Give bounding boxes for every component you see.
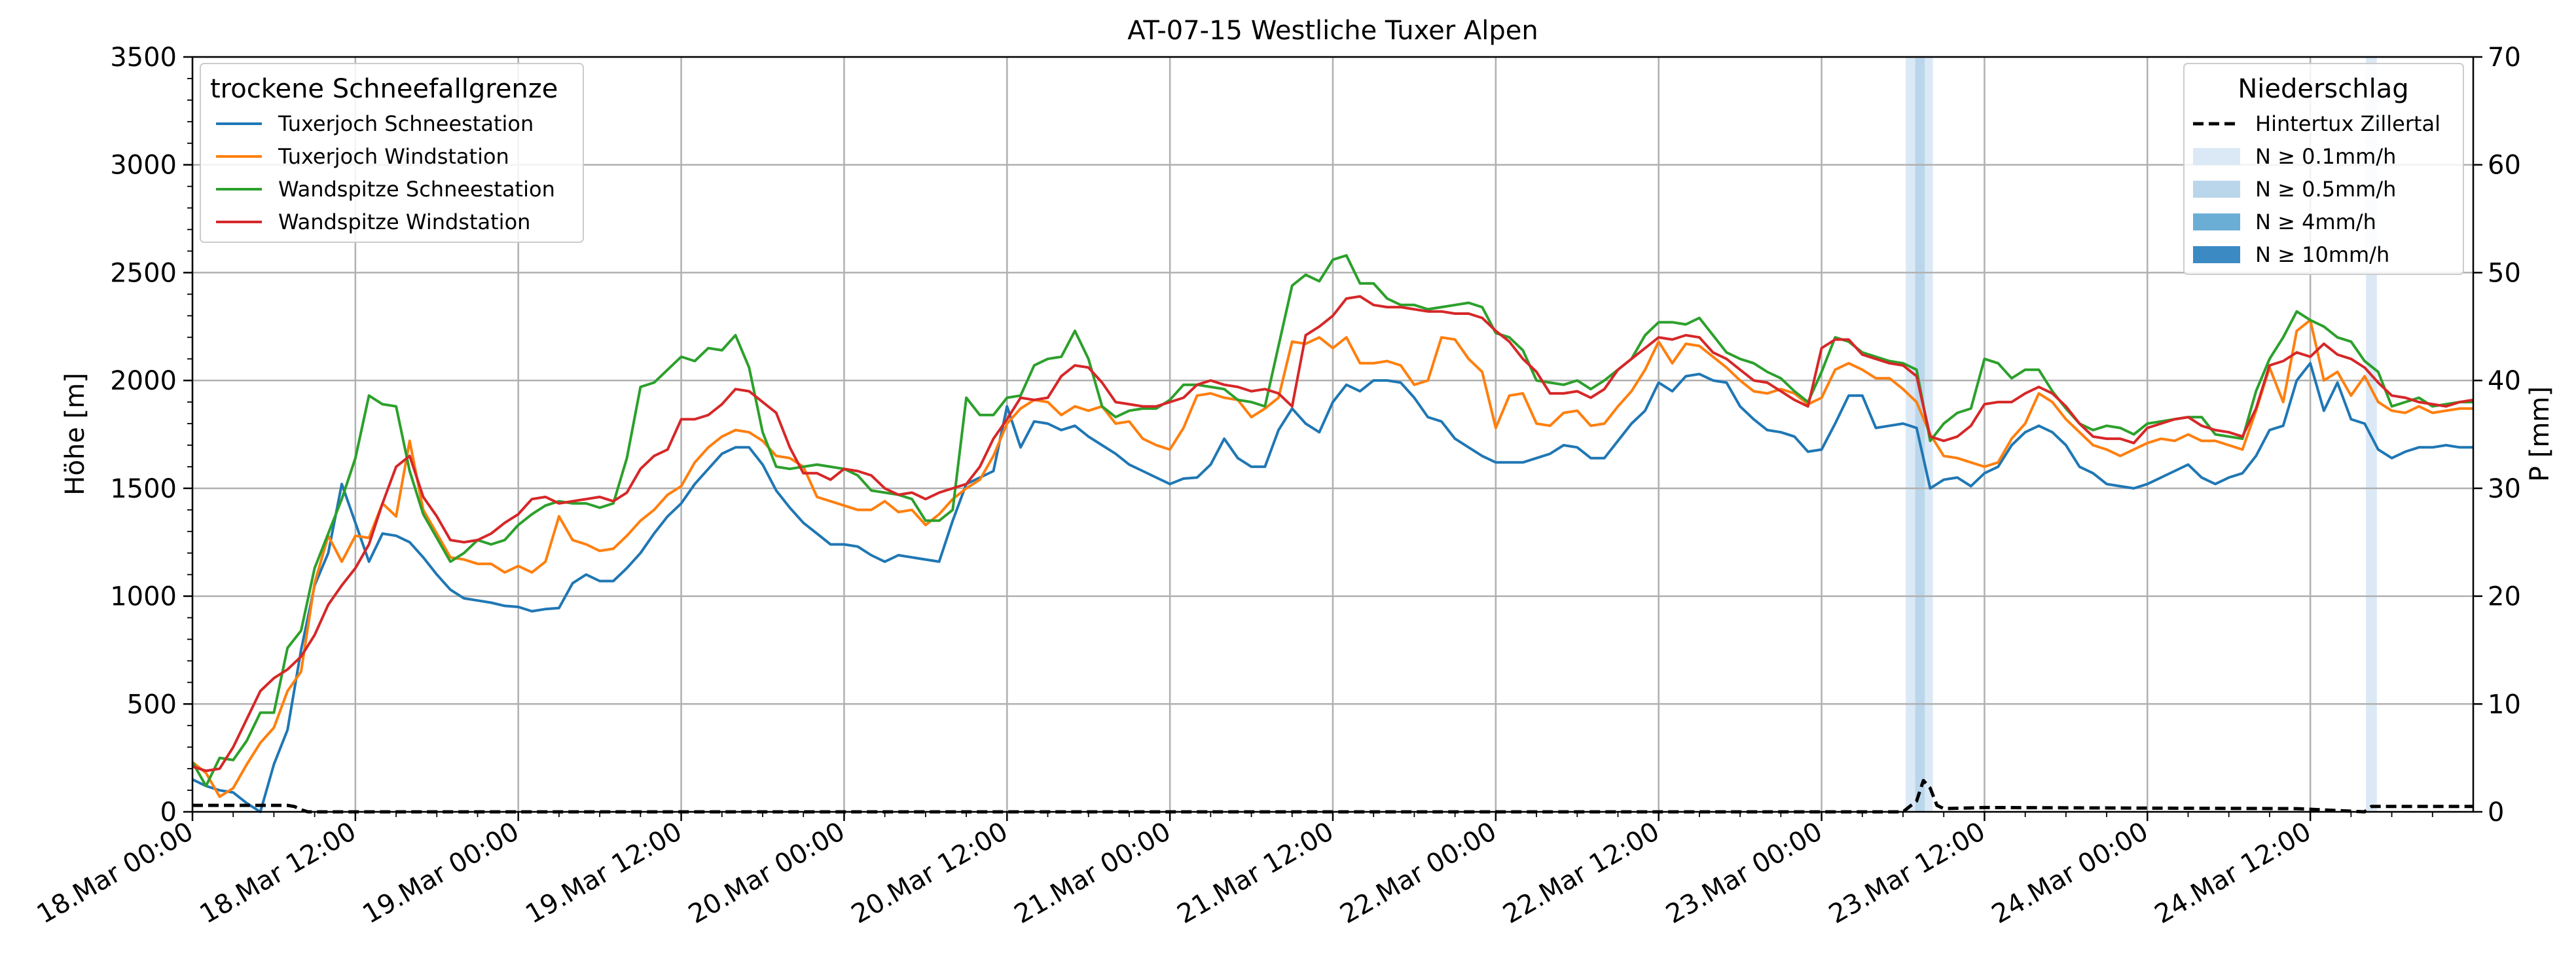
legend-label-wandspitze-windstation: Wandspitze Windstation (278, 210, 530, 234)
legend-label-n01: N ≥ 0.1mm/h (2255, 144, 2396, 169)
series-line-wandspitze-windstation (192, 295, 2474, 773)
legend-label-wandspitze-schneestation: Wandspitze Schneestation (278, 177, 555, 202)
legend-snowline-title: trockene Schneefallgrenze (210, 74, 558, 104)
legend-label-tuxerjoch-schneestation: Tuxerjoch Schneestation (278, 111, 534, 136)
legend-swatch-n4 (2193, 213, 2240, 230)
right-axis-label: P [mm] (2525, 386, 2555, 482)
legend-precipitation-box (2183, 63, 2464, 275)
right-tick-label-1: 10 (2488, 689, 2521, 720)
left-tick-label-0: 0 (160, 797, 177, 828)
left-tick-label-3: 1500 (110, 474, 177, 504)
series-line-tuxerjoch-schneestation (192, 361, 2473, 813)
series-line-hintertux-zillertal (192, 778, 2473, 814)
series-line-wandspitze-schneestation (191, 254, 2473, 788)
legend-label-n10: N ≥ 10mm/h (2255, 242, 2389, 267)
left-tick-label-2: 1000 (110, 582, 177, 612)
right-tick-label-4: 40 (2488, 366, 2521, 396)
right-tick-label-0: 0 (2488, 797, 2504, 828)
legend-snowline-box (200, 63, 584, 243)
data-series (191, 254, 2474, 814)
left-tick-label-7: 3500 (110, 43, 177, 73)
legend-precipitation: Niederschlag Hintertux Zillertal N ≥ 0.1… (2183, 63, 2464, 275)
left-tick-label-4: 2000 (110, 366, 177, 396)
legend-swatch-n10 (2193, 246, 2240, 263)
legend-swatch-n01 (2193, 148, 2240, 165)
legend-precipitation-title: Niederschlag (2238, 74, 2408, 104)
legend-snowline: trockene Schneefallgrenze Tuxerjoch Schn… (200, 63, 584, 243)
legend-label-hintertux-zillertal: Hintertux Zillertal (2255, 111, 2440, 136)
legend-label-n4: N ≥ 4mm/h (2255, 210, 2376, 234)
left-tick-label-6: 3000 (110, 151, 177, 181)
right-tick-label-2: 20 (2488, 582, 2521, 612)
left-tick-label-5: 2500 (110, 258, 177, 288)
left-axis-label: Höhe [m] (60, 373, 90, 495)
left-tick-label-1: 500 (127, 689, 177, 720)
right-tick-label-7: 70 (2488, 43, 2521, 73)
legend-label-n05: N ≥ 0.5mm/h (2255, 177, 2396, 202)
series-line-tuxerjoch-windstation (191, 318, 2473, 798)
legend-swatch-n05 (2193, 181, 2240, 198)
chart-title: AT-07-15 Westliche Tuxer Alpen (1127, 16, 1538, 46)
precip-band-1 (1915, 57, 1925, 812)
legend-label-tuxerjoch-windstation: Tuxerjoch Windstation (278, 144, 509, 169)
right-tick-label-3: 30 (2488, 474, 2521, 504)
right-tick-label-5: 50 (2488, 258, 2521, 288)
right-tick-label-6: 60 (2488, 151, 2521, 181)
